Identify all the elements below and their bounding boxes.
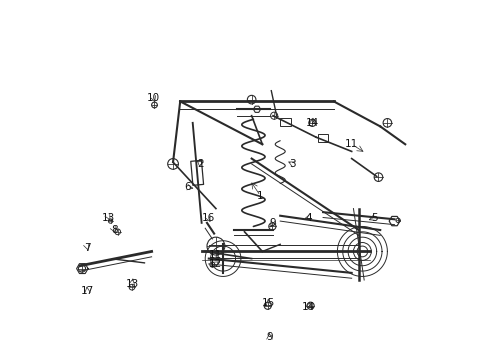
Bar xyxy=(317,134,328,142)
Text: 12: 12 xyxy=(208,259,222,269)
Text: 2: 2 xyxy=(197,159,204,169)
Text: 9: 9 xyxy=(269,218,276,228)
Text: 3: 3 xyxy=(289,159,295,169)
Text: 11: 11 xyxy=(345,139,358,149)
Text: 9: 9 xyxy=(265,332,272,342)
Bar xyxy=(280,118,290,126)
Text: 14: 14 xyxy=(302,302,315,312)
Text: 13: 13 xyxy=(125,279,138,289)
Text: 6: 6 xyxy=(183,182,190,192)
Text: 4: 4 xyxy=(305,212,311,222)
Text: 17: 17 xyxy=(81,286,94,296)
Text: 7: 7 xyxy=(84,243,90,253)
Text: 1: 1 xyxy=(257,191,264,201)
Text: 8: 8 xyxy=(111,225,117,235)
Text: 10: 10 xyxy=(146,93,160,103)
Text: 14: 14 xyxy=(305,118,318,128)
Text: 16: 16 xyxy=(201,212,214,222)
Text: 11: 11 xyxy=(208,250,222,260)
Text: 13: 13 xyxy=(102,212,115,222)
Text: 15: 15 xyxy=(262,298,275,308)
Text: 5: 5 xyxy=(371,212,377,222)
